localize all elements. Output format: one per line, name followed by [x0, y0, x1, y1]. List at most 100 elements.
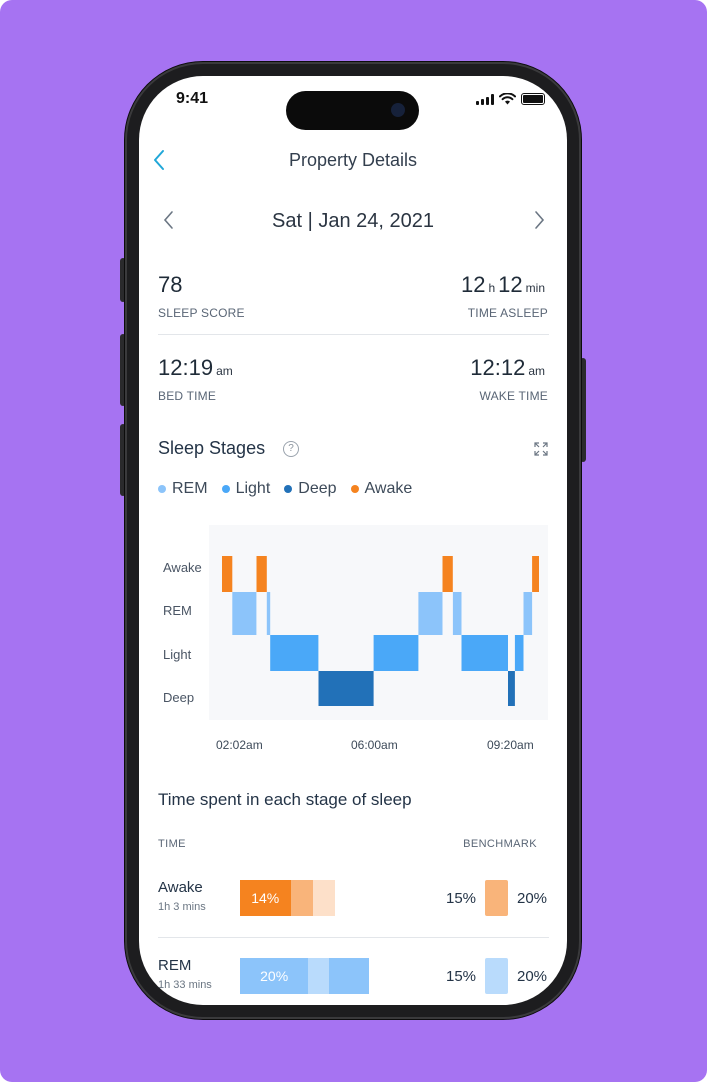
- benchmark-high: 20%: [517, 968, 548, 985]
- status-icons: [476, 93, 545, 105]
- benchmark-low: 15%: [446, 968, 477, 985]
- benchmark-low: 15%: [446, 890, 477, 907]
- stage-bar-primary: 20%: [240, 958, 309, 994]
- stage-segment-rem: [266, 592, 271, 635]
- x-tick-middle: 06:00am: [351, 738, 398, 752]
- stage-name: REM: [158, 957, 192, 974]
- time-asleep-minutes-unit: min: [525, 281, 545, 295]
- wake-time-value: 12:12: [470, 355, 526, 380]
- date-selector: Sat | Jan 24, 2021: [139, 206, 567, 236]
- cellular-signal-icon: [476, 93, 494, 105]
- time-column-header: TIME: [158, 838, 186, 850]
- y-tick-rem: REM: [163, 603, 192, 618]
- legend-label: REM: [172, 480, 208, 497]
- time-asleep-caption: TIME ASLEEP: [467, 306, 548, 320]
- time-asleep-hours-unit: h: [488, 281, 496, 295]
- legend-label: Awake: [364, 480, 413, 497]
- legend-dot: [158, 485, 166, 493]
- stage-bar-primary: 14%: [240, 880, 291, 916]
- benchmark-high: 20%: [517, 890, 548, 907]
- legend-item-awake: Awake: [350, 480, 413, 498]
- status-time: 9:41: [176, 90, 209, 107]
- bed-time-value: 12:19: [158, 355, 214, 380]
- stage-duration: 1h 3 mins: [158, 901, 206, 913]
- stage-segment-awake: [442, 556, 453, 592]
- stage-segment-rem: [523, 592, 533, 635]
- benchmark-bar: [485, 880, 508, 916]
- stage-segment-light: [270, 635, 319, 671]
- legend-item-deep: Deep: [284, 480, 337, 498]
- stage-segment-light: [373, 635, 419, 671]
- wake-time-unit: am: [528, 364, 545, 378]
- stage-segment-awake: [222, 556, 233, 592]
- y-tick-awake: Awake: [163, 560, 202, 575]
- sleep-stages-title: Sleep Stages: [158, 438, 266, 458]
- wifi-icon: [499, 93, 516, 105]
- stage-bar-segment: [328, 958, 369, 994]
- stage-row-rem: REM 1h 33 mins 20% 15% 20%: [139, 957, 567, 1005]
- stage-bar: 20%: [240, 958, 369, 994]
- help-icon[interactable]: ?: [283, 441, 299, 457]
- stage-bar-segment: [313, 880, 336, 916]
- stage-segment-awake: [256, 556, 267, 592]
- sleep-stages-chart: Awake REM Light Deep 02:02am 06:00am 09:…: [139, 516, 567, 766]
- mute-switch: [120, 258, 126, 302]
- sleep-score-value: 78: [158, 272, 183, 297]
- stage-segment-rem: [232, 592, 257, 635]
- stage-row-awake: Awake 1h 3 mins 14% 15% 20%: [139, 879, 567, 939]
- back-chevron-icon[interactable]: [151, 148, 167, 172]
- stage-segment-rem: [452, 592, 462, 635]
- y-tick-deep: Deep: [163, 690, 195, 705]
- next-day-chevron-icon[interactable]: [533, 210, 545, 230]
- time-asleep-stat: 12 h 12 min TIME ASLEEP: [461, 272, 548, 320]
- sleep-score-caption: SLEEP SCORE: [158, 306, 245, 320]
- stats-divider: [158, 334, 549, 335]
- legend-label: Deep: [298, 480, 337, 497]
- phone-screen: 9:41 Property Details Sat | Jan 24, 2021…: [139, 76, 567, 1005]
- stage-segment-rem: [418, 592, 443, 635]
- benchmark-column-header: BENCHMARK: [463, 838, 537, 850]
- stage-name: Awake: [158, 879, 203, 896]
- dynamic-island: [286, 91, 419, 130]
- bed-time-stat: 12:19 am BED TIME: [158, 355, 236, 403]
- stage-bar-segment: [308, 958, 329, 994]
- legend-dot: [350, 485, 359, 493]
- stage-segment-deep: [508, 671, 515, 706]
- camera-icon: [391, 103, 405, 117]
- legend-dot: [221, 485, 230, 493]
- volume-up-button: [120, 334, 126, 406]
- previous-day-chevron-icon[interactable]: [163, 210, 175, 230]
- legend-item-rem: REM: [158, 480, 208, 498]
- stage-bar-segment: [290, 880, 314, 916]
- legend-item-light: Light: [221, 480, 271, 498]
- battery-icon: [521, 93, 545, 105]
- stage-segment-light: [461, 635, 508, 671]
- stage-segment-deep: [318, 671, 374, 706]
- expand-icon[interactable]: [534, 442, 548, 456]
- date-label: Sat | Jan 24, 2021: [272, 210, 434, 232]
- bed-time-caption: BED TIME: [158, 389, 217, 403]
- row-divider: [158, 937, 549, 938]
- legend-label: Light: [235, 480, 271, 497]
- bed-time-unit: am: [216, 364, 233, 378]
- wake-time-stat: 12:12 am WAKE TIME: [470, 355, 548, 403]
- sleep-score-stat: 78 SLEEP SCORE: [158, 272, 245, 320]
- stage-segments: [222, 556, 539, 706]
- y-tick-light: Light: [163, 647, 192, 662]
- stage-segment-awake: [532, 556, 539, 592]
- stage-duration: 1h 33 mins: [158, 979, 212, 991]
- legend-dot: [284, 485, 293, 493]
- nav-bar: Property Details: [139, 146, 567, 176]
- stage-bar: 14%: [240, 880, 336, 916]
- time-asleep-minutes: 12: [498, 272, 523, 297]
- wake-time-caption: WAKE TIME: [479, 389, 548, 403]
- x-tick-start: 02:02am: [216, 738, 263, 752]
- volume-down-button: [120, 424, 126, 496]
- time-spent-title: Time spent in each stage of sleep: [158, 790, 412, 809]
- power-button: [580, 358, 586, 462]
- stage-segment-light: [514, 635, 524, 671]
- x-tick-end: 09:20am: [487, 738, 534, 752]
- time-asleep-hours: 12: [461, 272, 486, 297]
- page-title: Property Details: [288, 150, 418, 170]
- stage-legend: REM Light Deep Awake: [158, 480, 412, 498]
